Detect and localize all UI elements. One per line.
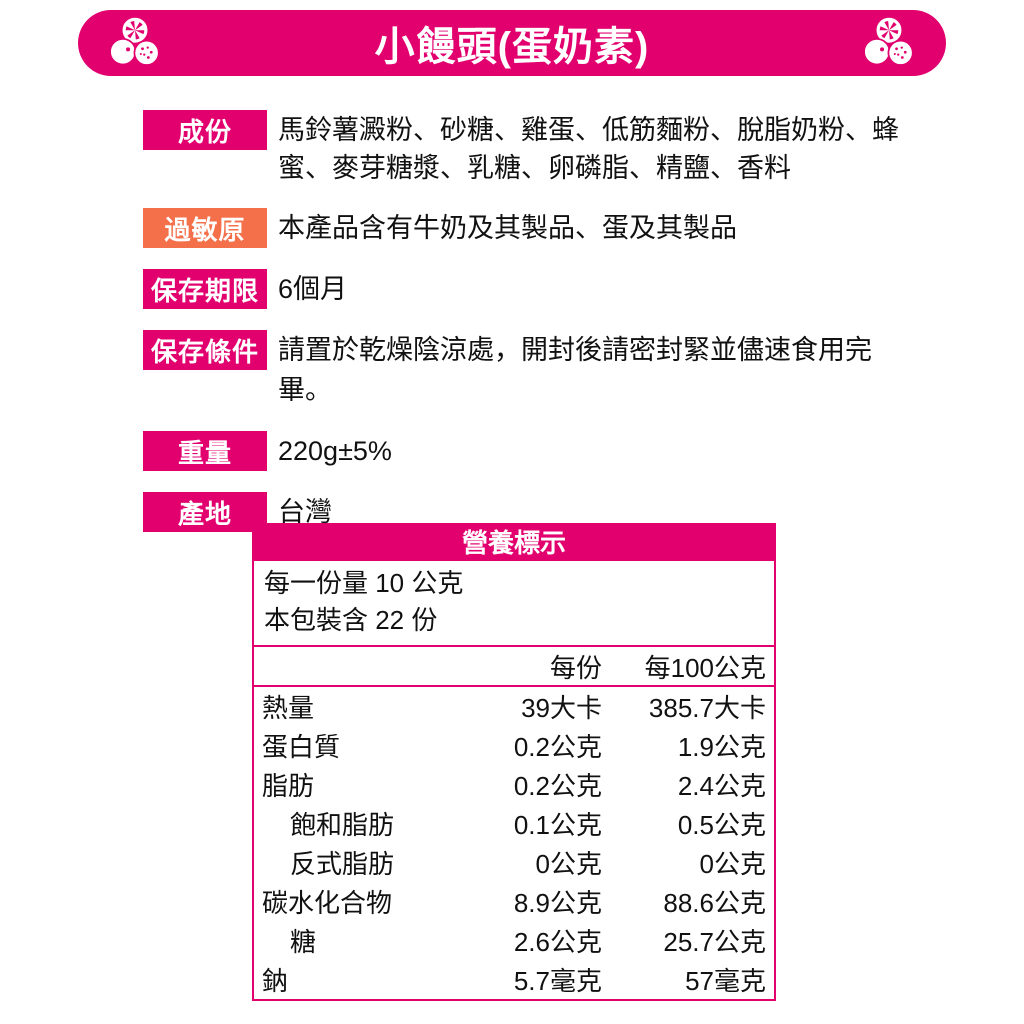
per-100g-value: 385.7大卡 <box>648 693 766 723</box>
nutrient-name: 飽和脂肪 <box>290 810 395 840</box>
per-100g-value: 88.6公克 <box>663 888 766 918</box>
table-row: 鈉 5.7毫克 57毫克 <box>254 960 774 999</box>
per-100g-value: 2.4公克 <box>677 771 766 801</box>
per-serving-header: 每份 <box>549 652 602 683</box>
storage-label: 保存條件 <box>143 330 267 370</box>
shelf-life-label: 保存期限 <box>143 269 267 309</box>
ingredients-value: 馬鈴薯澱粉、砂糖、雞蛋、低筋麵粉、脫脂奶粉、蜂蜜、麥芽糖漿、乳糖、卵磷脂、精鹽、… <box>278 115 899 183</box>
nutrient-name: 糖 <box>290 927 317 957</box>
nutrient-name: 蛋白質 <box>262 732 341 762</box>
nutrient-name: 碳水化合物 <box>262 888 393 918</box>
origin-label: 產地 <box>143 492 267 532</box>
nutrition-table-title: 營養標示 <box>254 525 774 561</box>
product-info-section: 成份 馬鈴薯澱粉、砂糖、雞蛋、低筋麵粉、脫脂奶粉、蜂蜜、麥芽糖漿、乳糖、卵磷脂、… <box>143 110 933 553</box>
servings-per-package: 本包裝含 22 份 <box>264 605 438 635</box>
nutrient-name: 鈉 <box>262 966 289 996</box>
per-100g-value: 25.7公克 <box>663 927 766 957</box>
origin-value: 台灣 <box>278 497 332 527</box>
info-row-allergens: 過敏原 本產品含有牛奶及其製品、蛋及其製品 <box>143 208 933 248</box>
nutrient-name: 脂肪 <box>262 771 315 801</box>
per-serving-value: 39大卡 <box>521 693 602 723</box>
weight-label: 重量 <box>143 431 267 471</box>
ingredients-label: 成份 <box>143 110 267 150</box>
per-serving-value: 0.2公克 <box>513 771 602 801</box>
info-row-weight: 重量 220g±5% <box>143 431 933 471</box>
per-serving-value: 5.7毫克 <box>513 966 602 996</box>
per-100g-value: 0公克 <box>699 849 766 879</box>
table-row: 糖 2.6公克 25.7公克 <box>254 921 774 960</box>
info-row-storage: 保存條件 請置於乾燥陰涼處，開封後請密封緊並儘速食用完畢。 <box>143 330 933 410</box>
candy-cluster-logo-right <box>863 16 914 66</box>
candy-cluster-logo-left <box>109 16 160 66</box>
nutrient-name: 反式脂肪 <box>290 849 395 879</box>
table-row: 脂肪 0.2公克 2.4公克 <box>254 765 774 804</box>
table-row: 反式脂肪 0公克 0公克 <box>254 843 774 882</box>
nutrition-table: 營養標示 每一份量 10 公克 本包裝含 22 份 每份 每100公克 熱量 3… <box>252 523 776 1001</box>
per-100g-value: 57毫克 <box>685 966 766 996</box>
table-row: 飽和脂肪 0.1公克 0.5公克 <box>254 804 774 843</box>
weight-value: 220g±5% <box>278 436 392 466</box>
storage-value: 請置於乾燥陰涼處，開封後請密封緊並儘速食用完畢。 <box>278 335 872 405</box>
info-row-shelf-life: 保存期限 6個月 <box>143 269 933 309</box>
shelf-life-value: 6個月 <box>278 274 348 304</box>
page-title: 小饅頭(蛋奶素) <box>374 25 650 69</box>
per-serving-value: 2.6公克 <box>513 927 602 957</box>
table-row: 蛋白質 0.2公克 1.9公克 <box>254 726 774 765</box>
table-row: 碳水化合物 8.9公克 88.6公克 <box>254 882 774 921</box>
per-serving-value: 0.1公克 <box>513 810 602 840</box>
per-100g-value: 0.5公克 <box>677 810 766 840</box>
per-serving-value: 0公克 <box>535 849 602 879</box>
allergens-label: 過敏原 <box>143 208 267 248</box>
table-row: 熱量 39大卡 385.7大卡 <box>254 687 774 726</box>
per-100g-value: 1.9公克 <box>677 732 766 762</box>
allergens-value: 本產品含有牛奶及其製品、蛋及其製品 <box>278 213 737 243</box>
serving-info: 每一份量 10 公克 本包裝含 22 份 <box>254 561 774 647</box>
info-row-ingredients: 成份 馬鈴薯澱粉、砂糖、雞蛋、低筋麵粉、脫脂奶粉、蜂蜜、麥芽糖漿、乳糖、卵磷脂、… <box>143 110 933 187</box>
serving-size: 每一份量 10 公克 <box>264 568 464 598</box>
per-serving-value: 8.9公克 <box>513 888 602 918</box>
header-banner: 小饅頭(蛋奶素) <box>78 10 946 76</box>
nutrient-name: 熱量 <box>262 693 315 723</box>
nutrition-header-row: 每份 每100公克 <box>254 647 774 687</box>
per-100g-header: 每100公克 <box>644 652 766 683</box>
per-serving-value: 0.2公克 <box>513 732 602 762</box>
info-row-origin: 產地 台灣 <box>143 492 933 532</box>
